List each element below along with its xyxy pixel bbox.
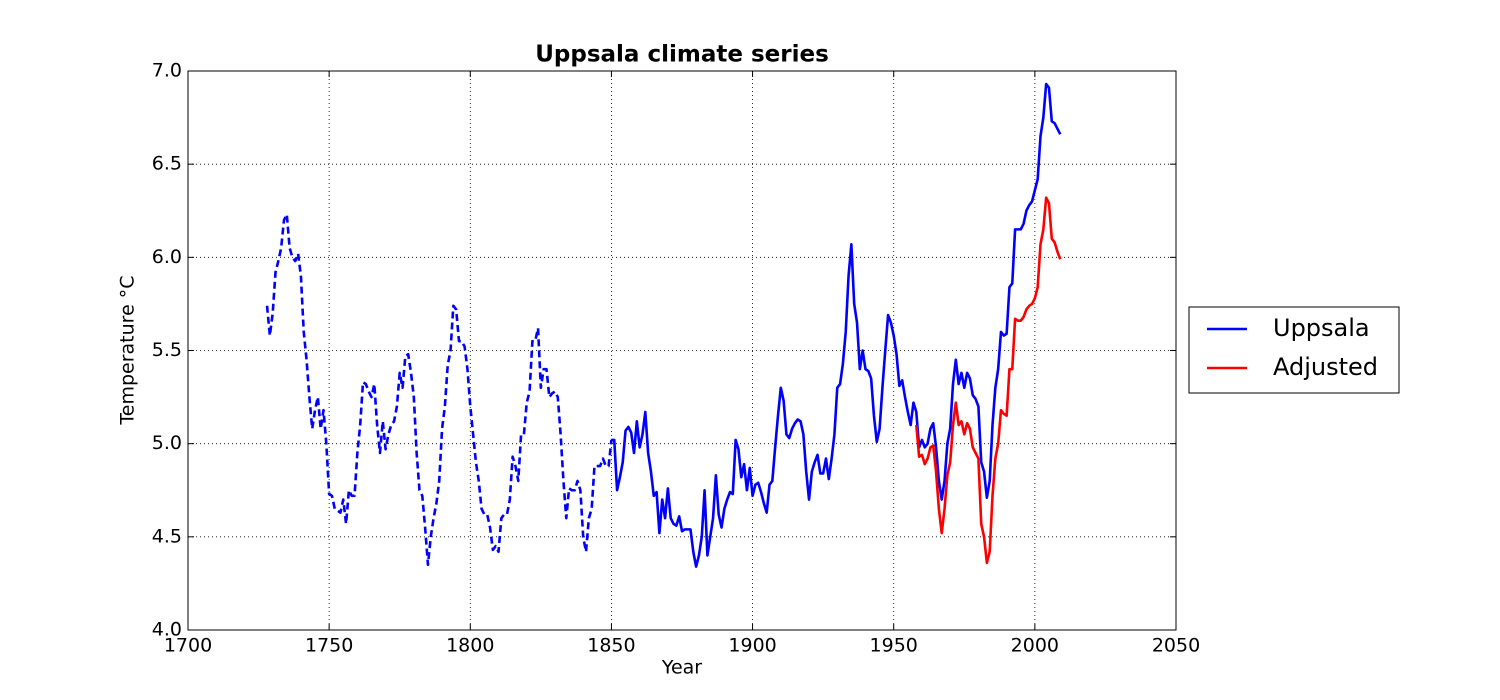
line-series — [915, 196, 1062, 565]
chart-title: Uppsala climate series — [535, 42, 829, 68]
y-tick-label: 6.0 — [152, 246, 182, 268]
x-tick-label: 2000 — [1011, 635, 1059, 657]
y-tick-label: 5.5 — [152, 339, 182, 361]
legend-label: Adjusted — [1273, 353, 1378, 381]
y-tick-label: 4.5 — [152, 525, 182, 547]
x-tick-label: 1950 — [870, 635, 918, 657]
plot-frame — [187, 70, 1177, 631]
x-axis-label: Year — [661, 657, 702, 679]
y-tick-label: 6.5 — [152, 153, 182, 175]
y-tick-label: 4.0 — [152, 619, 182, 641]
x-tick-label: 1750 — [305, 635, 353, 657]
x-tick-label: 1700 — [164, 635, 212, 657]
legend-label: Uppsala — [1273, 314, 1370, 342]
y-axis-label: Temperature °C — [117, 275, 139, 425]
x-tick-label: 1900 — [728, 635, 776, 657]
y-tick-label: 7.0 — [152, 60, 182, 82]
legend-box — [1188, 306, 1400, 394]
x-tick-label: 1800 — [446, 635, 494, 657]
line-series — [611, 82, 1062, 568]
y-tick-label: 5.0 — [152, 432, 182, 454]
x-tick-label: 1850 — [587, 635, 635, 657]
x-tick-label: 2050 — [1152, 635, 1200, 657]
line-series — [265, 213, 613, 567]
